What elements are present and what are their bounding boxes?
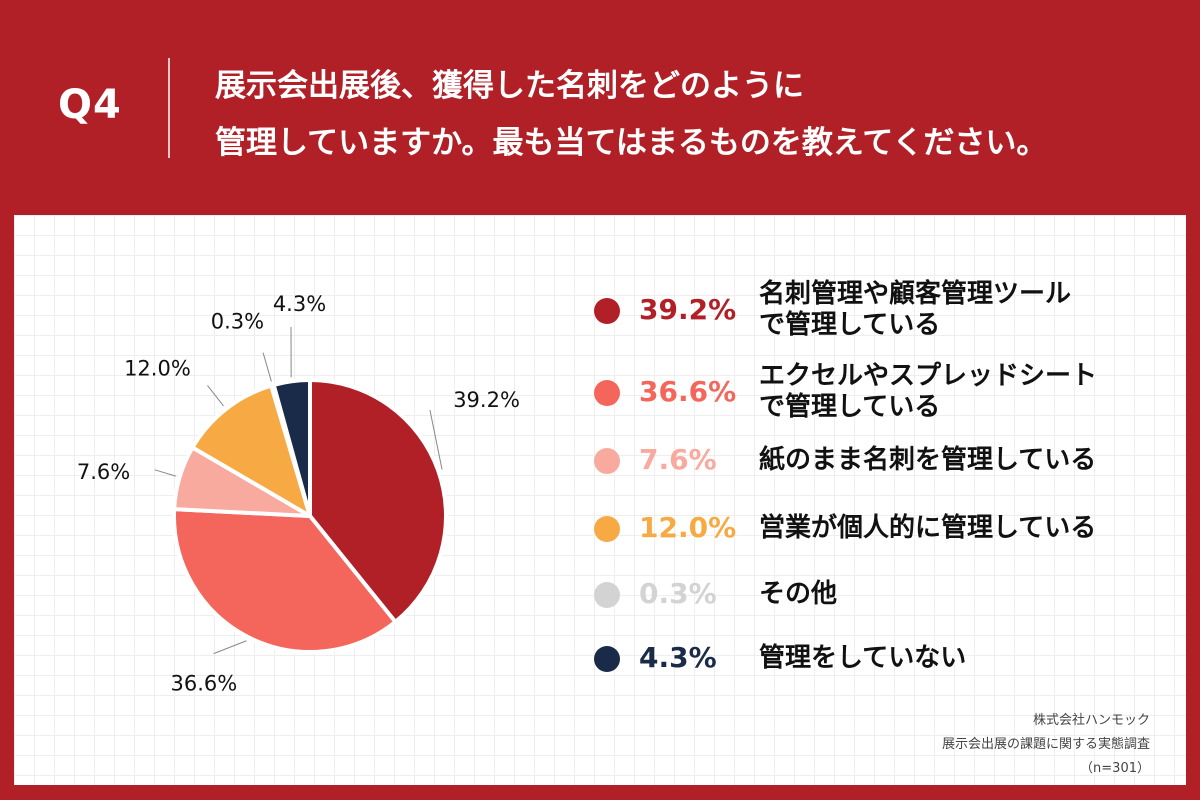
legend-percent: 4.3% <box>639 641 717 674</box>
legend-label-line: その他 <box>759 579 838 609</box>
source-survey: 展示会出展の課題に関する実態調査 <box>941 737 1150 752</box>
legend-percent: 7.6% <box>639 443 717 476</box>
pie-slice <box>308 378 448 624</box>
legend-item: 4.3% 管理をしていない <box>594 641 1174 715</box>
legend-label-line: で管理している <box>759 392 941 422</box>
legend-swatch <box>594 582 620 608</box>
question-number: Q4 <box>58 82 122 128</box>
legend-percent: 0.3% <box>639 577 717 610</box>
legend-label: 紙のまま名刺を管理している <box>759 445 1096 476</box>
data-label: 7.6% <box>77 460 130 484</box>
data-label: 0.3% <box>211 309 264 333</box>
legend-label: 営業が個人的に管理している <box>759 513 1096 544</box>
legend-swatch <box>594 646 620 672</box>
legend-label: その他 <box>759 579 837 610</box>
legend-item: 7.6% 紙のまま名刺を管理している <box>594 443 1174 517</box>
legend-item: 39.2% 名刺管理や顧客管理ツール で管理している <box>594 279 1174 353</box>
leader-line <box>213 640 247 655</box>
legend-percent: 39.2% <box>639 293 737 326</box>
legend-label-line: 名刺管理や顧客管理ツール <box>759 279 1072 309</box>
legend-swatch <box>594 298 620 324</box>
legend-swatch <box>594 380 620 406</box>
data-label: 39.2% <box>453 388 520 412</box>
leader-line <box>207 385 224 407</box>
legend-label: 管理をしていない <box>759 643 966 674</box>
question-line-2: 管理していますか。最も当てはまるものを教えてください。 <box>215 125 1048 161</box>
source-sample: （n=301） <box>1080 761 1150 776</box>
legend-label-line: エクセルやスプレッドシート <box>759 361 1098 391</box>
legend-label-line: 紙のまま名刺を管理している <box>759 445 1097 475</box>
data-label: 4.3% <box>273 292 326 316</box>
legend-label: 名刺管理や顧客管理ツール で管理している <box>759 279 1071 341</box>
legend-label: エクセルやスプレッドシート で管理している <box>759 361 1097 423</box>
legend-label-line: 管理をしていない <box>759 643 967 673</box>
data-label: 36.6% <box>171 672 238 696</box>
chart-panel: 39.2% 36.6% 7.6% 12.0% 0.3% 4.3% 39.2% 名刺管理や顧客… <box>14 215 1186 785</box>
legend-swatch <box>594 516 620 542</box>
legend-percent: 12.0% <box>639 511 737 544</box>
question-text: 展示会出展後、獲得した名刺をどのように 管理していますか。最も当てはまるものを教… <box>215 58 1175 172</box>
question-line-1: 展示会出展後、獲得した名刺をどのように <box>215 68 804 104</box>
pie-chart: 39.2% 36.6% 7.6% 12.0% 0.3% 4.3% <box>77 292 520 696</box>
leader-line <box>154 469 176 477</box>
source-note: 株式会社ハンモック 展示会出展の課題に関する実態調査 （n=301） <box>942 709 1150 781</box>
leader-line <box>262 352 272 382</box>
header: Q4 展示会出展後、獲得した名刺をどのように 管理していますか。最も当てはまるも… <box>0 0 1200 215</box>
header-divider <box>168 58 170 158</box>
legend-percent: 36.6% <box>639 375 737 408</box>
legend-label-line: 営業が個人的に管理している <box>759 513 1097 543</box>
pie-slice <box>172 507 398 654</box>
pie-slice <box>271 378 312 518</box>
source-company: 株式会社ハンモック <box>1032 713 1150 728</box>
leader-line <box>429 410 443 470</box>
legend-label-line: で管理している <box>759 310 941 340</box>
data-label: 12.0% <box>124 356 191 380</box>
legend-item: 12.0% 営業が個人的に管理している <box>594 511 1174 585</box>
legend-item: 36.6% エクセルやスプレッドシート で管理している <box>594 361 1174 435</box>
legend-swatch <box>594 448 620 474</box>
legend-item: 0.3% その他 <box>594 577 1174 651</box>
